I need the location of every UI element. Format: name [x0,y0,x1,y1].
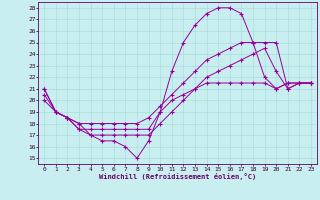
X-axis label: Windchill (Refroidissement éolien,°C): Windchill (Refroidissement éolien,°C) [99,173,256,180]
